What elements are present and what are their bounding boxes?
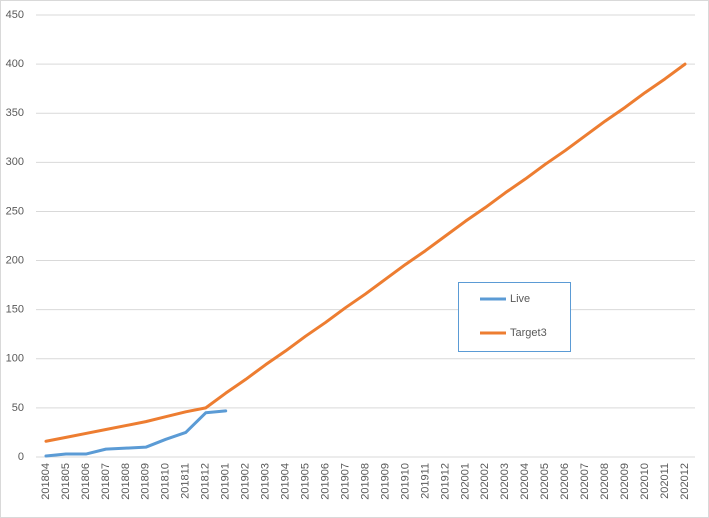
x-tick-label: 202001 <box>459 463 471 500</box>
x-tick-label: 201910 <box>399 463 411 500</box>
x-tick-label: 201912 <box>439 463 451 500</box>
x-tick-label: 201812 <box>200 463 212 500</box>
x-tick-label: 202008 <box>599 463 611 500</box>
x-tick-label: 201806 <box>80 463 92 500</box>
x-tick-label: 202011 <box>659 463 671 499</box>
legend-label: Live <box>510 293 530 305</box>
x-tick-label: 201901 <box>220 463 232 500</box>
x-tick-label: 201804 <box>40 463 52 500</box>
legend-box <box>458 282 571 352</box>
y-tick-label: 450 <box>6 9 24 21</box>
series-line <box>44 62 687 443</box>
y-tick-label: 250 <box>6 205 24 217</box>
x-tick-label: 201808 <box>120 463 132 500</box>
legend-label: Target3 <box>510 327 547 339</box>
x-tick-label: 201911 <box>419 463 431 499</box>
x-tick-label: 202004 <box>519 463 531 500</box>
x-tick-label: 201904 <box>280 463 292 500</box>
x-tick-label: 201909 <box>379 463 391 500</box>
x-tick-label: 202012 <box>679 463 691 500</box>
x-tick-label: 201903 <box>260 463 272 500</box>
y-tick-label: 300 <box>6 156 24 168</box>
x-tick-label: 201805 <box>60 463 72 500</box>
series-line <box>44 409 228 458</box>
x-tick-label: 202007 <box>579 463 591 500</box>
x-tick-label: 202006 <box>559 463 571 500</box>
x-tick-label: 201902 <box>240 463 252 500</box>
y-tick-label: 150 <box>6 304 24 316</box>
x-tick-label: 202002 <box>479 463 491 500</box>
x-tick-label: 201906 <box>319 463 331 500</box>
y-tick-label: 100 <box>6 353 24 365</box>
x-tick-label: 202003 <box>499 463 511 500</box>
x-tick-label: 202009 <box>619 463 631 500</box>
y-tick-label: 200 <box>6 254 24 266</box>
y-tick-label: 400 <box>6 58 24 70</box>
y-tick-label: 350 <box>6 107 24 119</box>
y-tick-label: 50 <box>12 402 24 414</box>
x-tick-label: 201807 <box>100 463 112 500</box>
x-tick-label: 202005 <box>539 463 551 500</box>
x-tick-label: 201908 <box>359 463 371 500</box>
x-tick-label: 201907 <box>339 463 351 500</box>
x-tick-label: 202010 <box>639 463 651 500</box>
y-tick-label: 0 <box>18 451 24 463</box>
x-tick-label: 201905 <box>299 463 311 500</box>
x-tick-label: 201809 <box>140 463 152 500</box>
x-tick-label: 201811 <box>180 463 192 499</box>
x-tick-label: 201810 <box>160 463 172 500</box>
